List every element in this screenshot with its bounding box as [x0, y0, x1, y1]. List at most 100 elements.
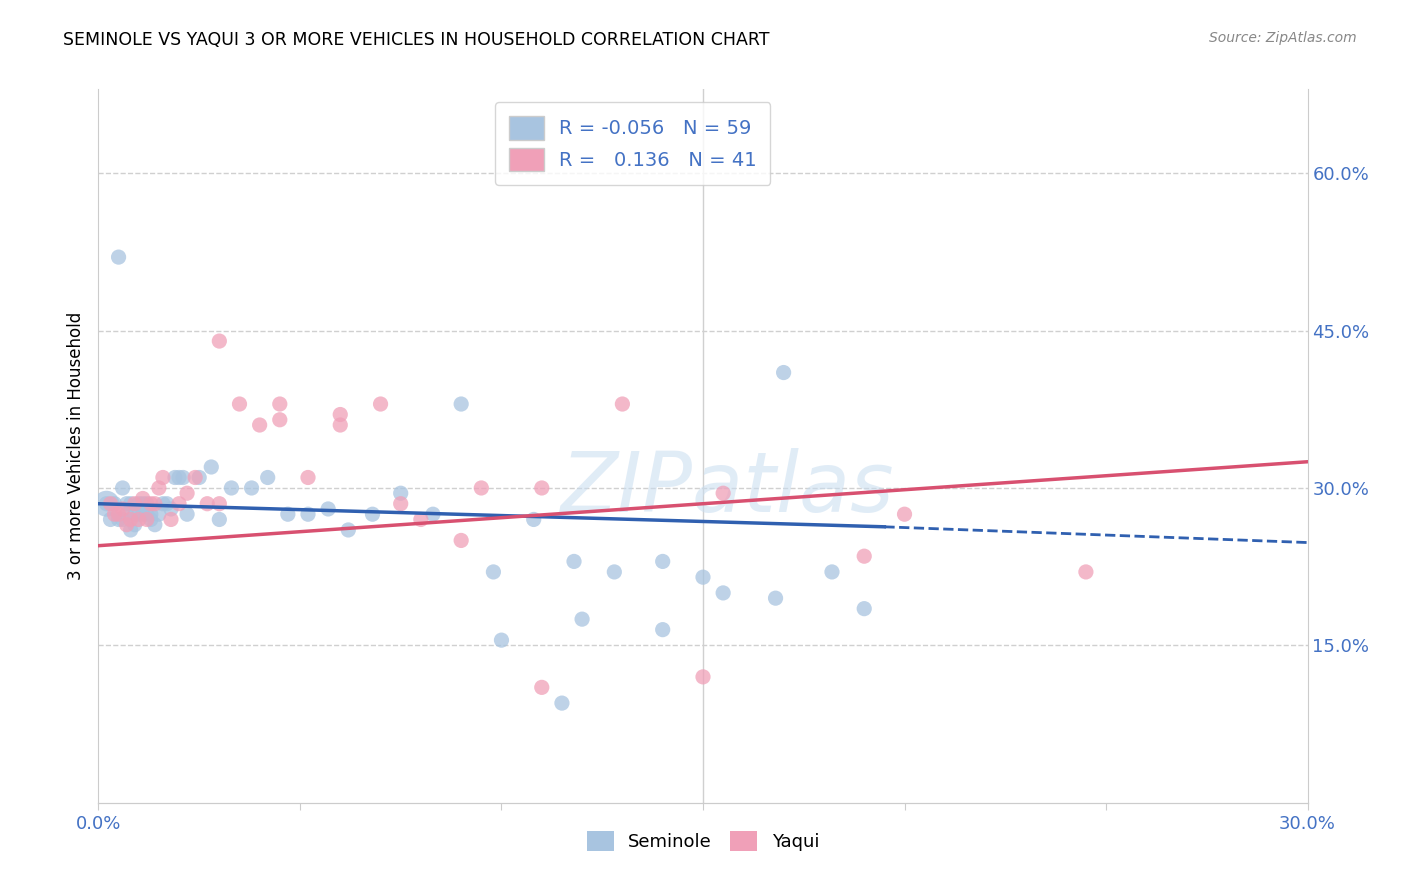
Point: [184, 470, 207, 484]
Point: [893, 507, 915, 521]
Point: [107, 512, 129, 526]
Point: [132, 507, 155, 521]
Point: [139, 512, 162, 526]
Text: SEMINOLE VS YAQUI 3 OR MORE VEHICLES IN HOUSEHOLD CORRELATION CHART: SEMINOLE VS YAQUI 3 OR MORE VEHICLES IN …: [63, 31, 769, 49]
Point: [120, 512, 142, 526]
Point: [128, 512, 150, 526]
Text: ZIPatlas: ZIPatlas: [561, 449, 894, 529]
Point: [853, 549, 876, 564]
Point: [297, 470, 319, 484]
Point: [711, 586, 734, 600]
Point: [389, 497, 412, 511]
Point: [361, 507, 384, 521]
Point: [711, 486, 734, 500]
Point: [139, 507, 162, 521]
Point: [370, 397, 392, 411]
Point: [172, 470, 194, 484]
Point: [221, 481, 243, 495]
Point: [571, 612, 593, 626]
Point: [115, 497, 138, 511]
Point: [132, 497, 155, 511]
Point: [135, 507, 157, 521]
Point: [176, 507, 198, 521]
Point: [603, 565, 626, 579]
Point: [692, 570, 714, 584]
Point: [96, 497, 118, 511]
Point: [103, 507, 125, 521]
Point: [208, 497, 231, 511]
Point: [195, 497, 218, 511]
Point: [152, 497, 174, 511]
Point: [523, 512, 546, 526]
Point: [115, 517, 138, 532]
Point: [163, 470, 186, 484]
Point: [124, 517, 146, 532]
Point: [167, 470, 190, 484]
Point: [470, 481, 492, 495]
Point: [249, 417, 271, 432]
Point: [100, 497, 122, 511]
Point: [409, 512, 432, 526]
Point: [482, 565, 505, 579]
Point: [450, 533, 472, 548]
Point: [96, 497, 118, 511]
Point: [135, 512, 157, 526]
Point: [188, 470, 211, 484]
Point: [120, 497, 142, 511]
Point: [853, 601, 876, 615]
Point: [103, 497, 125, 511]
Legend: Seminole, Yaqui: Seminole, Yaqui: [579, 823, 827, 858]
Point: [277, 507, 299, 521]
Y-axis label: 3 or more Vehicles in Household: 3 or more Vehicles in Household: [66, 312, 84, 580]
Point: [128, 507, 150, 521]
Point: [1074, 565, 1097, 579]
Point: [316, 502, 339, 516]
Point: [143, 497, 166, 511]
Point: [111, 502, 134, 516]
Point: [389, 486, 412, 500]
Point: [765, 591, 787, 606]
Point: [107, 507, 129, 521]
Point: [115, 507, 138, 521]
Point: [143, 517, 166, 532]
Point: [337, 523, 360, 537]
Point: [132, 491, 155, 506]
Point: [422, 507, 444, 521]
Point: [124, 497, 146, 511]
Point: [111, 512, 134, 526]
Point: [120, 523, 142, 537]
Point: [530, 481, 553, 495]
Point: [651, 623, 673, 637]
Point: [139, 497, 162, 511]
Point: [135, 497, 157, 511]
Point: [167, 497, 190, 511]
Point: [269, 397, 291, 411]
Point: [228, 397, 250, 411]
Point: [111, 481, 134, 495]
Point: [124, 507, 146, 521]
Point: [651, 554, 673, 568]
Point: [148, 481, 170, 495]
Point: [329, 417, 352, 432]
Point: [160, 502, 183, 516]
Point: [551, 696, 574, 710]
Point: [562, 554, 585, 568]
Text: Source: ZipAtlas.com: Source: ZipAtlas.com: [1209, 31, 1357, 45]
Point: [176, 486, 198, 500]
Point: [208, 512, 231, 526]
Point: [148, 507, 170, 521]
Point: [240, 481, 263, 495]
Point: [530, 681, 553, 695]
Point: [156, 497, 179, 511]
Point: [100, 512, 122, 526]
Point: [152, 470, 174, 484]
Point: [107, 250, 129, 264]
Point: [200, 460, 222, 475]
Point: [772, 366, 794, 380]
Point: [692, 670, 714, 684]
Point: [329, 408, 352, 422]
Point: [491, 633, 513, 648]
Point: [297, 507, 319, 521]
Point: [269, 413, 291, 427]
Point: [450, 397, 472, 411]
